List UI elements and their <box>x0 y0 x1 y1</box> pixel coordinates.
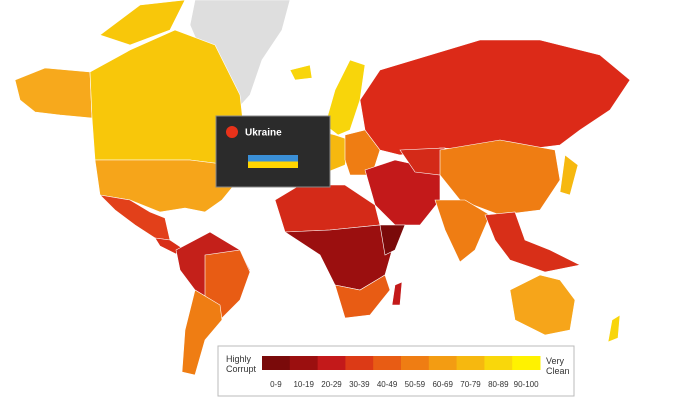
legend-bin-label: 40-49 <box>377 380 398 389</box>
legend-bin-label: 10-19 <box>293 380 314 389</box>
iceland <box>289 64 313 81</box>
legend-bin-label: 70-79 <box>460 380 481 389</box>
legend-swatch <box>484 356 513 370</box>
horn-of-africa <box>379 224 406 256</box>
legend-swatch <box>317 356 346 370</box>
legend-bin-label: 90-100 <box>514 380 539 389</box>
alaska <box>14 67 93 119</box>
tooltip-country: Ukraine <box>245 128 282 139</box>
legend-swatch <box>262 356 291 370</box>
legend-swatch <box>512 356 541 370</box>
legend-bin-label: 80-89 <box>488 380 509 389</box>
legend-swatch <box>289 356 319 370</box>
new-zealand <box>607 314 621 343</box>
flag-yellow <box>248 161 298 168</box>
legend-bin-label: 60-69 <box>432 380 453 389</box>
legend-swatch <box>428 356 458 370</box>
legend-bin-label: 50-59 <box>405 380 426 389</box>
middle-east <box>364 159 441 226</box>
southeast-asia <box>484 211 581 273</box>
legend-swatch <box>456 356 485 370</box>
scandinavia <box>324 59 366 136</box>
legend-bin-label: 30-39 <box>349 380 370 389</box>
countries <box>14 0 631 376</box>
legend-swatch <box>345 356 374 370</box>
legend-swatch <box>373 356 402 370</box>
legend-bin-label: 20-29 <box>321 380 342 389</box>
legend-low-label: Highly Corrupt <box>226 354 257 374</box>
arctic-islands <box>99 0 186 46</box>
legend-scale: 0-9 10-19 20-29 30-39 40-49 50-59 60-69 70-79 80… <box>262 356 541 389</box>
australia <box>509 274 576 336</box>
russia <box>359 39 631 156</box>
legend-high-label: Very Clean <box>546 356 570 376</box>
legend-box <box>217 345 575 397</box>
tooltip: Ukraine <box>215 115 331 188</box>
madagascar <box>391 281 403 306</box>
china <box>439 139 561 216</box>
tooltip-marker <box>226 126 238 138</box>
legend-swatch <box>401 356 430 370</box>
south-america-south <box>181 289 223 376</box>
legend-bin-label: 0-9 <box>270 380 282 389</box>
southern-africa <box>334 274 391 319</box>
flag-blue <box>248 155 298 162</box>
north-africa <box>274 184 381 233</box>
japan <box>559 154 579 196</box>
india <box>434 199 491 263</box>
